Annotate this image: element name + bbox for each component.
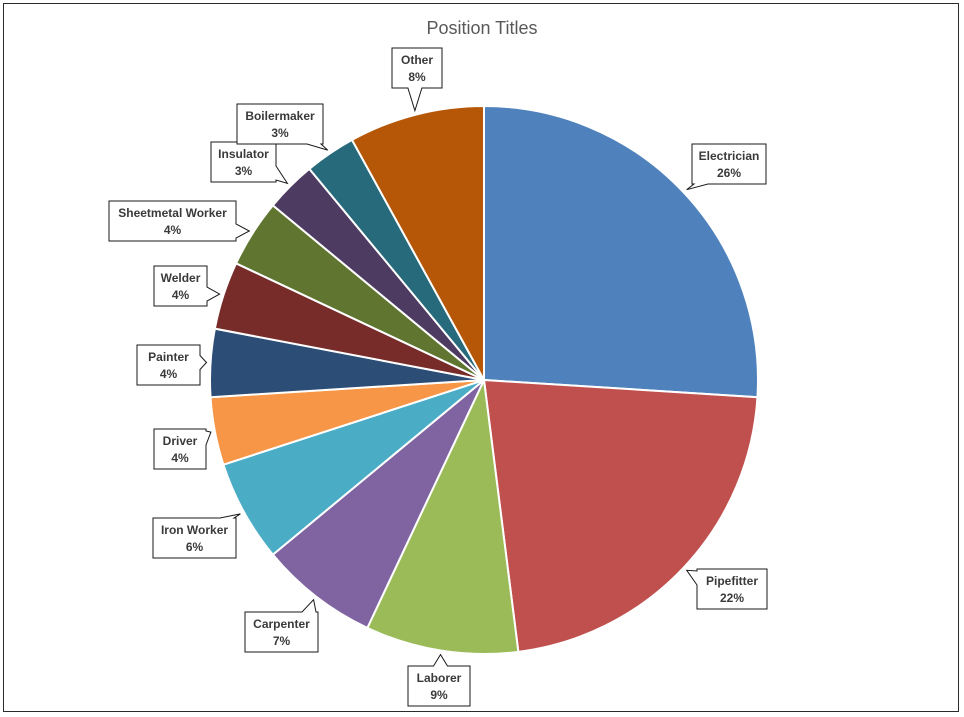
callout-box-other: [391, 47, 443, 113]
label-value-laborer: 9%: [430, 688, 448, 702]
callout-box-boilermaker: [236, 103, 329, 151]
label-value-insulator: 3%: [235, 164, 253, 178]
label-name-carpenter: Carpenter: [253, 617, 310, 631]
label-laborer: Laborer 9%: [407, 653, 471, 707]
label-value-driver: 4%: [171, 451, 189, 465]
label-name-pipefitter: Pipefitter: [706, 574, 758, 588]
label-value-electrician: 26%: [717, 166, 741, 180]
callout-box-laborer: [407, 653, 471, 707]
label-value-pipefitter: 22%: [720, 591, 744, 605]
slice-laborer: [366, 376, 520, 655]
slice-carpenter: [271, 379, 485, 630]
callout-box-electrician: [686, 143, 767, 191]
label-value-painter: 4%: [160, 367, 178, 381]
callout-box-sheetmetal-worker: [108, 200, 251, 242]
label-sheetmetal-worker: Sheetmetal Worker 4%: [108, 200, 251, 242]
label-value-carpenter: 7%: [273, 634, 291, 648]
label-value-other: 8%: [408, 70, 426, 84]
callout-box-painter: [136, 344, 208, 386]
callout-box-welder: [153, 265, 221, 307]
label-value-boilermaker: 3%: [271, 126, 289, 140]
label-name-painter: Painter: [148, 350, 189, 364]
pie-slices: [209, 104, 759, 655]
chart-title: Position Titles: [426, 18, 538, 38]
slice-electrician: [483, 104, 759, 399]
label-other: Other 8%: [391, 47, 443, 113]
callout-box-carpenter: [244, 598, 319, 653]
label-name-insulator: Insulator: [218, 147, 269, 161]
label-pipefitter: Pipefitter 22%: [685, 568, 768, 610]
label-name-other: Other: [401, 53, 433, 67]
label-name-welder: Welder: [161, 271, 201, 285]
slice-other: [350, 104, 485, 381]
label-name-laborer: Laborer: [417, 671, 462, 685]
label-boilermaker: Boilermaker 3%: [236, 103, 329, 151]
callout-box-iron-worker: [152, 513, 241, 559]
label-name-boilermaker: Boilermaker: [245, 109, 315, 123]
label-value-sheetmetal-worker: 4%: [164, 223, 182, 237]
callout-box-pipefitter: [685, 568, 768, 610]
label-driver: Driver 4%: [153, 428, 212, 470]
slice-pipefitter: [482, 378, 759, 653]
label-name-sheetmetal-worker: Sheetmetal Worker: [118, 206, 227, 220]
label-value-iron-worker: 6%: [186, 540, 204, 554]
label-welder: Welder 4%: [153, 265, 221, 307]
label-value-welder: 4%: [172, 288, 190, 302]
label-insulator: Insulator 3%: [210, 141, 289, 185]
label-name-iron-worker: Iron Worker: [161, 523, 228, 537]
label-carpenter: Carpenter 7%: [244, 598, 319, 653]
callout-box-insulator: [210, 141, 289, 185]
label-iron-worker: Iron Worker 6%: [152, 513, 241, 559]
label-name-driver: Driver: [163, 434, 198, 448]
callout-box-driver: [153, 428, 212, 470]
label-electrician: Electrician 26%: [686, 143, 767, 191]
label-name-electrician: Electrician: [699, 149, 760, 163]
label-painter: Painter 4%: [136, 344, 208, 386]
data-labels: Electrician 26% Pipefitter 22% Laborer 9% Carp…: [108, 47, 768, 707]
